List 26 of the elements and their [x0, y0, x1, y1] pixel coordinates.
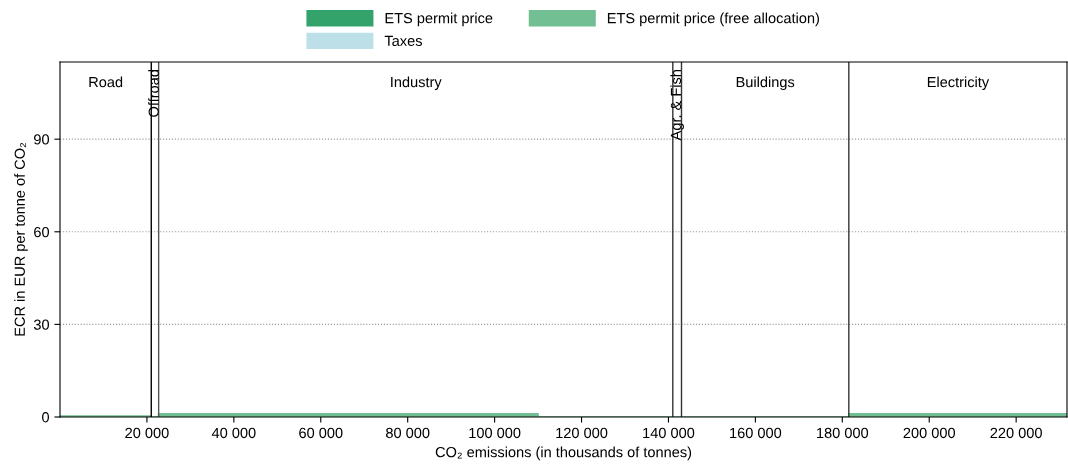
x-tick-label: 220 000: [990, 427, 1042, 439]
annotation: Buildings: [736, 76, 795, 91]
annotation: Agr. & Fish: [670, 70, 684, 141]
annotation: Offroad: [148, 70, 159, 117]
annotation: Industry: [391, 76, 442, 91]
y-tick-label: 90: [34, 134, 50, 145]
legend-label: ETS permit price (free allocation): [607, 12, 819, 27]
x-tick-label: 60 000: [299, 427, 343, 439]
x-tick-label: 140 000: [643, 427, 695, 439]
legend-label: Taxes: [384, 35, 422, 46]
x-axis-title: CO₂ emissions (in thousands of tonnes): [435, 446, 692, 461]
legend-label: ETS permit price: [385, 12, 493, 27]
y-tick-label: 30: [33, 319, 50, 330]
x-tick-label: 20 000: [125, 427, 169, 439]
annotation: Electricity: [927, 76, 990, 91]
x-tick-label: 180 000: [817, 427, 869, 439]
x-tick-label: 100 000: [469, 427, 521, 439]
x-tick-label: 40 000: [211, 427, 256, 439]
x-tick-label: 80 000: [386, 427, 430, 439]
x-tick-label: 120 000: [556, 427, 608, 439]
y-axis-title: ECR in EUR per tonne of CO₂: [14, 142, 28, 336]
x-tick-label: 160 000: [730, 427, 782, 439]
y-tick-label: 0: [42, 412, 50, 423]
annotation: Road: [89, 76, 123, 88]
x-tick-label: 200 000: [903, 427, 956, 439]
y-tick-label: 60: [34, 226, 50, 238]
